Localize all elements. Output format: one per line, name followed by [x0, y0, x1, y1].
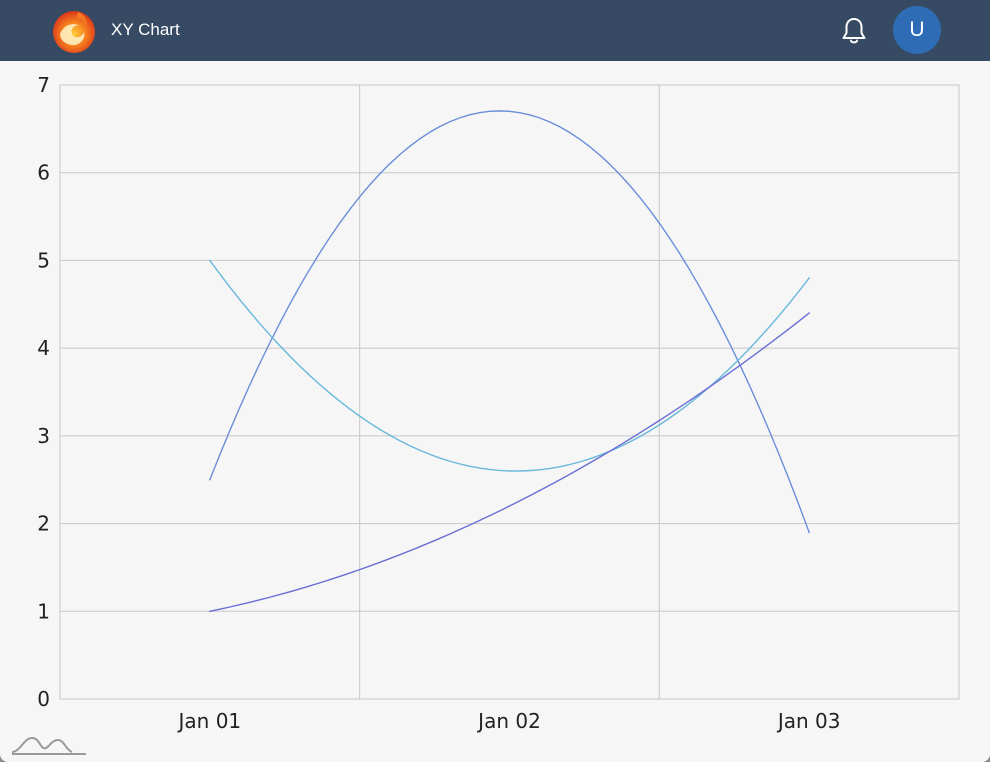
- chart-library-watermark-icon: [11, 736, 86, 755]
- series-1-point: [508, 110, 511, 113]
- app-title: XY Chart: [111, 20, 180, 39]
- x-tick-label: Jan 03: [776, 709, 841, 733]
- y-tick-label: 6: [37, 161, 50, 185]
- y-tick-label: 7: [37, 73, 50, 97]
- user-avatar[interactable]: U: [893, 6, 941, 54]
- series-3-point: [808, 312, 810, 314]
- series-3-point: [508, 505, 511, 507]
- x-tick-label: Jan 01: [177, 709, 242, 733]
- series-1-point: [808, 531, 810, 534]
- y-tick-label: 2: [37, 512, 50, 536]
- y-tick-label: 1: [37, 599, 50, 623]
- x-tick-label: Jan 02: [476, 709, 541, 733]
- bell-icon[interactable]: [840, 16, 868, 46]
- series-1-point: [209, 478, 211, 481]
- x-axis-labels: Jan 01 Jan 02 Jan 03: [177, 709, 841, 733]
- plot-area: [59, 84, 960, 700]
- chart-grid: [59, 84, 960, 700]
- phoenix-logo-icon: [53, 11, 95, 53]
- series-3-point: [209, 610, 211, 613]
- y-tick-label: 5: [37, 248, 50, 272]
- series-2-point: [808, 277, 810, 279]
- y-tick-label: 3: [37, 424, 50, 448]
- xy-chart: 0 1 2 3 4 5 6 7 Jan 01 Jan 02 Jan 03: [37, 73, 960, 733]
- series-2-point: [209, 259, 211, 262]
- y-tick-label: 4: [37, 336, 50, 360]
- y-tick-label: 0: [37, 687, 50, 711]
- series-2-point: [508, 470, 511, 472]
- y-axis-labels: 0 1 2 3 4 5 6 7: [37, 73, 50, 711]
- chart-series-layer: [209, 110, 810, 613]
- top-bar: XY Chart U: [0, 0, 990, 61]
